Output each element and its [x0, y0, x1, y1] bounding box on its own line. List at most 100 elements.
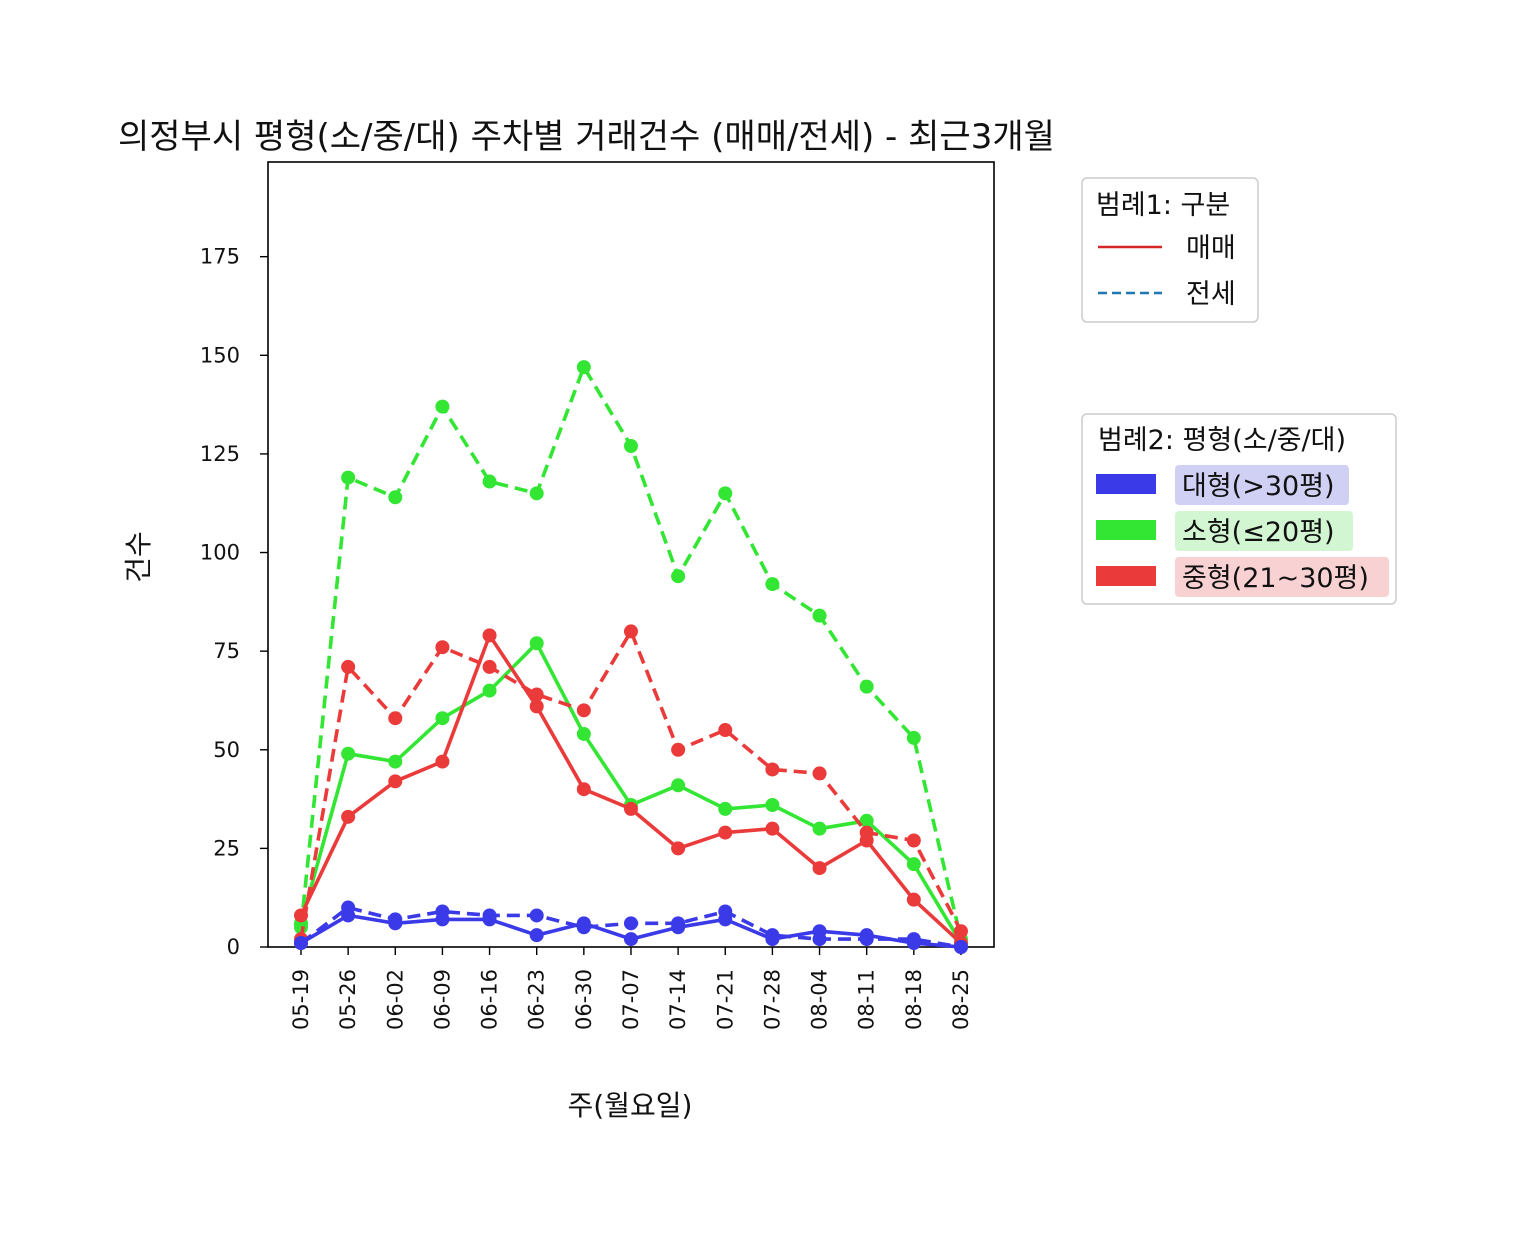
legend-2-large-swatch [1096, 474, 1156, 494]
data-point-medium-sale [529, 699, 544, 714]
data-point-large-sale [341, 908, 356, 923]
data-point-medium-jeonse [953, 924, 968, 939]
data-point-small-sale [718, 801, 733, 816]
data-point-medium-sale [906, 892, 921, 907]
legend-2-item-small: 소형(≤20평) [1182, 517, 1335, 548]
data-point-large-sale [765, 932, 780, 947]
chart-title: 의정부시 평형(소/중/대) 주차별 거래건수 (매매/전세) - 최근3개월 [118, 117, 1055, 157]
data-point-small-jeonse [529, 486, 544, 501]
legend-2-item-large: 대형(>30평) [1182, 471, 1335, 502]
data-point-medium-jeonse [623, 624, 638, 639]
data-point-small-jeonse [718, 486, 733, 501]
data-point-medium-jeonse [812, 766, 827, 781]
y-tick-label: 175 [200, 245, 240, 269]
data-point-small-sale [859, 813, 874, 828]
x-tick-label: 07-14 [666, 969, 690, 1030]
x-tick-label: 07-07 [619, 969, 643, 1030]
legend-1-title: 범례1: 구분 [1096, 190, 1230, 221]
x-tick-label: 06-23 [525, 969, 549, 1030]
data-point-large-sale [953, 940, 968, 954]
legend-2-medium-swatch [1096, 566, 1156, 586]
data-point-small-sale [529, 636, 544, 651]
legend-1-item-sale: 매매 [1186, 233, 1236, 264]
data-point-large-sale [718, 912, 733, 927]
x-tick-label: 08-25 [949, 969, 973, 1030]
legend-2-small-label-bg [1175, 511, 1353, 551]
data-point-small-jeonse [435, 399, 450, 414]
legend-2-large-label-bg [1175, 465, 1349, 505]
data-point-medium-sale [435, 754, 450, 769]
legend-2-frame [1081, 413, 1397, 605]
data-point-medium-sale [576, 782, 591, 797]
data-point-large-sale [294, 936, 308, 951]
legend-2-small-swatch [1096, 520, 1156, 540]
data-point-large-sale [623, 932, 638, 947]
y-tick-label: 75 [213, 639, 240, 663]
data-point-small-sale [906, 857, 921, 872]
y-tick-label: 50 [213, 738, 240, 762]
data-point-medium-sale [623, 801, 638, 816]
data-point-small-sale [341, 746, 356, 761]
legend-1-frame [1081, 177, 1259, 323]
data-point-large-sale [812, 924, 827, 939]
data-point-medium-sale [812, 861, 827, 876]
y-axis-label: 건수 [122, 531, 155, 583]
data-point-medium-sale [388, 774, 403, 789]
legend-2-item-medium: 중형(21~30평) [1182, 563, 1369, 594]
data-point-small-jeonse [482, 474, 497, 489]
data-point-small-jeonse [765, 577, 780, 592]
data-point-large-jeonse [529, 908, 544, 923]
x-tick-label: 05-19 [289, 969, 313, 1030]
data-point-small-sale [576, 726, 591, 741]
data-point-medium-jeonse [482, 659, 497, 674]
data-point-medium-jeonse [718, 723, 733, 738]
x-tick-label: 05-26 [336, 969, 360, 1030]
data-point-large-sale [435, 912, 450, 927]
data-point-medium-jeonse [671, 742, 686, 757]
data-point-medium-sale [482, 628, 497, 643]
data-point-small-jeonse [859, 679, 874, 694]
x-tick-label: 07-28 [760, 969, 784, 1030]
data-point-medium-jeonse [765, 762, 780, 777]
data-point-small-jeonse [906, 730, 921, 745]
plot-frame [267, 161, 995, 948]
data-point-small-jeonse [812, 608, 827, 623]
y-tick-label: 150 [200, 343, 240, 367]
data-point-large-sale [482, 912, 497, 927]
legend-2: 범례2: 평형(소/중/대) 대형(>30평) 소형(≤20평) 중형(21~3… [1081, 413, 1397, 605]
data-point-medium-sale [341, 809, 356, 824]
legend-2-medium-label-bg [1175, 557, 1389, 597]
data-point-large-sale [859, 928, 874, 943]
legend-2-title: 범례2: 평형(소/중/대) [1098, 425, 1346, 456]
data-point-medium-jeonse [341, 659, 356, 674]
data-point-medium-jeonse [576, 703, 591, 718]
y-tick-label: 125 [200, 442, 240, 466]
data-point-large-sale [576, 916, 591, 931]
data-point-medium-jeonse [906, 833, 921, 848]
data-point-small-sale [671, 778, 686, 793]
data-point-small-jeonse [341, 470, 356, 485]
data-point-medium-sale [718, 825, 733, 840]
x-tick-label: 06-02 [383, 969, 407, 1030]
legend-1: 범례1: 구분 매매 전세 [1081, 177, 1259, 323]
x-tick-label: 08-04 [808, 969, 832, 1030]
x-axis-label: 주(월요일) [568, 1089, 693, 1122]
data-point-small-jeonse [623, 439, 638, 454]
data-point-medium-sale [671, 841, 686, 856]
x-tick-label: 06-09 [430, 969, 454, 1030]
data-point-small-sale [388, 754, 403, 769]
data-point-medium-sale [859, 833, 874, 848]
data-point-large-sale [906, 936, 921, 951]
data-point-small-jeonse [576, 360, 591, 375]
data-point-medium-jeonse [388, 711, 403, 726]
plot-area: 0 25 50 75 100 125 150 175 05-19 05-26 06-02 06-09 0… [200, 161, 995, 1030]
y-tick-label: 0 [227, 935, 240, 959]
data-point-medium-jeonse [435, 640, 450, 655]
data-point-large-sale [529, 928, 544, 943]
x-tick-label: 06-30 [572, 969, 596, 1030]
data-point-medium-sale [294, 908, 308, 923]
x-tick-label: 06-16 [478, 969, 502, 1030]
x-tick-label: 07-21 [713, 969, 737, 1030]
data-point-small-sale [812, 821, 827, 836]
